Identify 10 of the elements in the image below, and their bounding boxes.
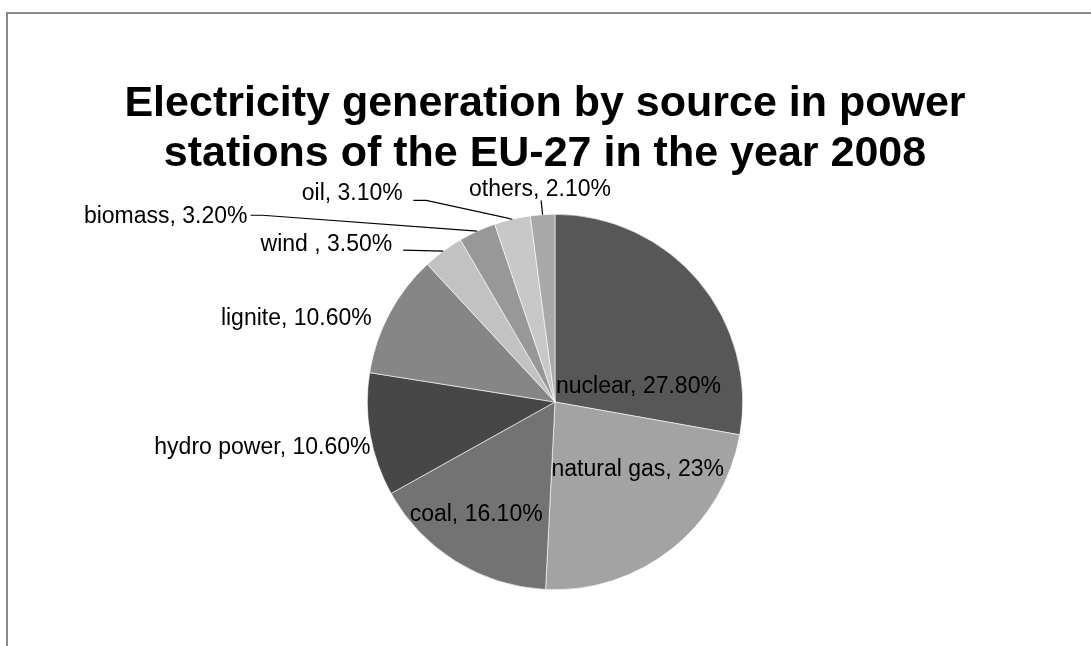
slice-label: coal, 16.10% xyxy=(409,498,543,528)
slice-label: wind , 3.50% xyxy=(260,228,393,258)
slice-label: hydro power, 10.60% xyxy=(154,431,371,461)
slice-label: oil, 3.10% xyxy=(301,177,403,207)
slice-label: nuclear, 27.80% xyxy=(555,370,721,400)
slice-label: others, 2.10% xyxy=(469,173,611,203)
slice-label: biomass, 3.20% xyxy=(83,200,248,230)
chart-title: Electricity generation by source in power stations of the EU-27 in the year 2008 xyxy=(123,76,967,176)
slice-label: lignite, 10.60% xyxy=(220,302,372,332)
slice-label: natural gas, 23% xyxy=(551,453,725,483)
